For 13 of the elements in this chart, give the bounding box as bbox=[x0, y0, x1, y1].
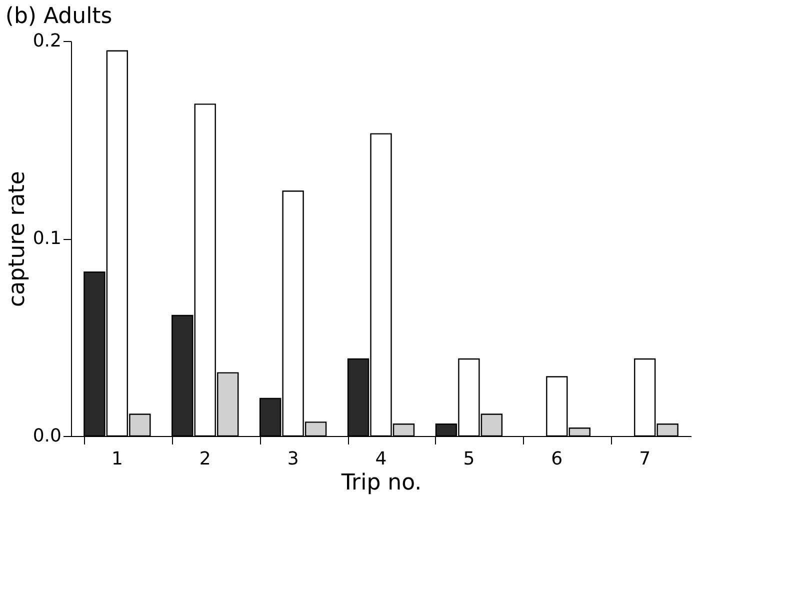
chart-title: (b) Adults bbox=[5, 4, 112, 29]
x-tick-label: 4 bbox=[375, 448, 387, 470]
y-tick-label: 0.1 bbox=[32, 228, 62, 249]
x-tick-label: 5 bbox=[463, 448, 475, 470]
x-tick-label: 1 bbox=[111, 448, 123, 470]
x-tick-label: 7 bbox=[639, 448, 651, 470]
y-axis-title: capture rate bbox=[4, 171, 30, 307]
x-axis-title: Trip no. bbox=[340, 470, 422, 496]
x-tick-label: 6 bbox=[551, 448, 563, 470]
y-tick-label: 0.0 bbox=[32, 426, 62, 446]
y-tick-label: 0.2 bbox=[32, 30, 62, 52]
x-tick-label: 2 bbox=[199, 448, 211, 470]
x-tick-label: 3 bbox=[287, 448, 299, 470]
